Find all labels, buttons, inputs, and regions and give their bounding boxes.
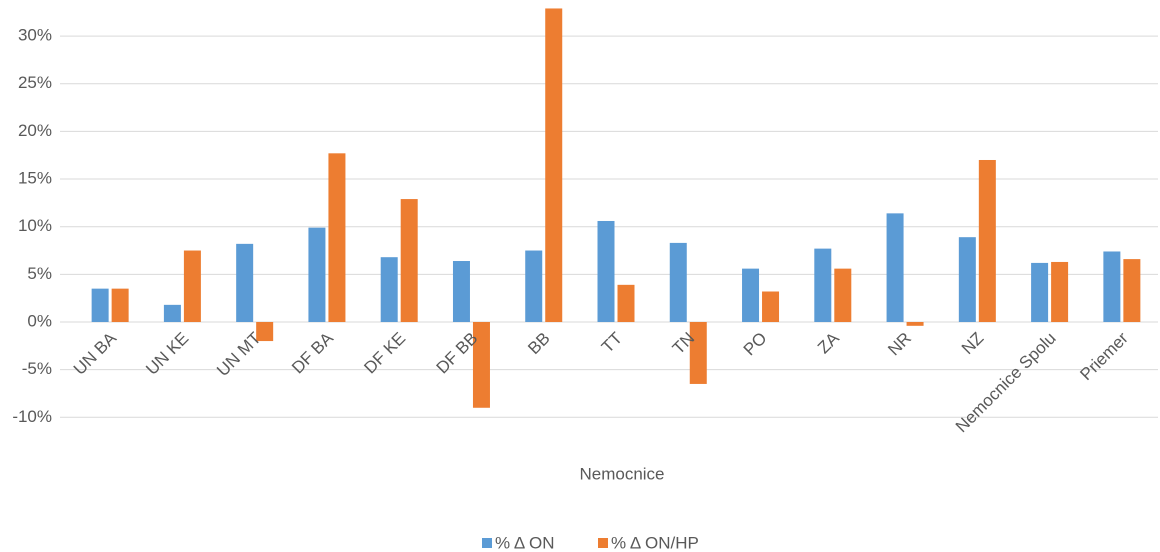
x-tick-label: TT <box>598 329 626 357</box>
legend-swatch <box>598 538 608 548</box>
y-tick-label: 15% <box>18 169 52 188</box>
bar <box>380 257 398 322</box>
y-tick-label: 25% <box>18 73 52 92</box>
bar <box>452 261 470 322</box>
legend-label: % Δ ON <box>495 533 555 552</box>
x-tick-label: BB <box>524 329 553 358</box>
bar <box>886 213 904 322</box>
x-tick-label: UN BA <box>70 328 121 379</box>
bar <box>545 8 563 322</box>
bar <box>834 268 852 322</box>
y-tick-label: 20% <box>18 121 52 140</box>
bar <box>91 288 109 322</box>
x-tick-label: Priemer <box>1076 328 1132 384</box>
bar <box>669 242 687 322</box>
bar <box>328 153 346 322</box>
bar <box>958 237 976 322</box>
bar <box>906 322 924 326</box>
bar <box>1103 251 1121 322</box>
y-tick-label: -10% <box>12 407 52 426</box>
bar <box>762 291 780 322</box>
x-tick-label: PO <box>740 329 771 360</box>
bar <box>111 288 129 322</box>
bar <box>1031 262 1049 322</box>
bar <box>183 250 201 322</box>
bar <box>1123 259 1141 322</box>
bar <box>525 250 543 322</box>
bar <box>256 322 274 342</box>
y-tick-label: -5% <box>22 359 52 378</box>
bar <box>814 248 832 322</box>
bar <box>742 268 760 322</box>
x-tick-label: NZ <box>958 329 987 358</box>
legend-swatch <box>482 538 492 548</box>
x-tick-label: UN KE <box>142 329 192 379</box>
x-axis-title: Nemocnice <box>579 464 664 483</box>
y-tick-label: 5% <box>27 264 52 283</box>
bar <box>978 159 996 322</box>
y-tick-label: 30% <box>18 26 52 45</box>
bar <box>236 243 254 322</box>
bar <box>689 322 707 384</box>
bar <box>472 322 490 408</box>
bar <box>163 304 181 322</box>
y-tick-label: 10% <box>18 216 52 235</box>
bar <box>400 199 418 322</box>
legend-label: % Δ ON/HP <box>611 533 699 552</box>
bar <box>597 220 615 322</box>
x-tick-label: NR <box>884 329 915 360</box>
bar <box>617 284 635 322</box>
x-tick-label: UN MT <box>213 329 264 380</box>
bar <box>1051 261 1069 322</box>
bar <box>308 227 326 322</box>
y-tick-label: 0% <box>27 311 52 330</box>
x-tick-label: ZA <box>814 328 843 357</box>
